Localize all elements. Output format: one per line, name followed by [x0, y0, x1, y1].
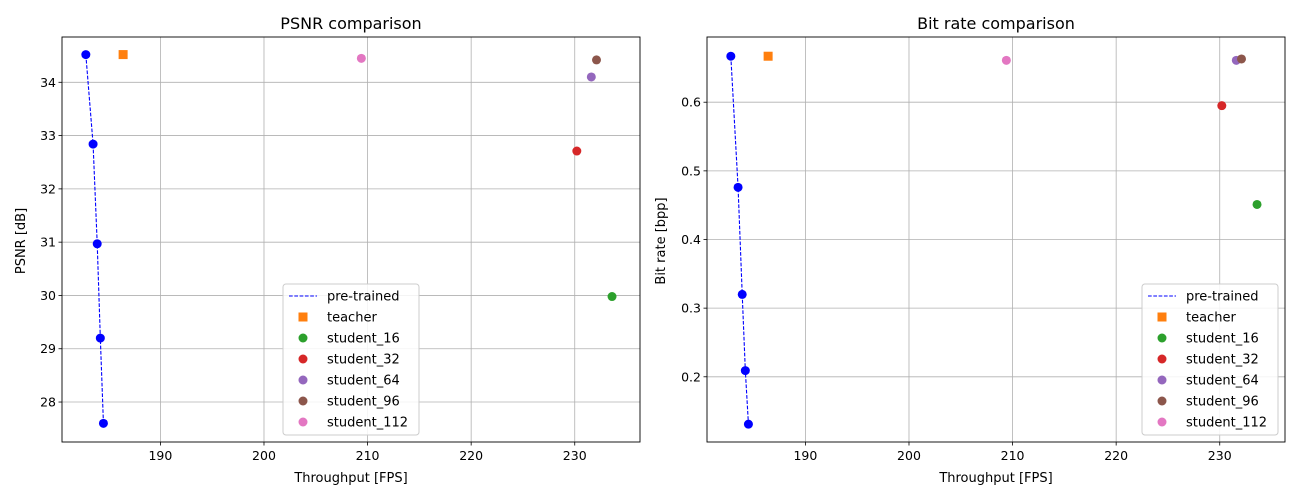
- series-student_16: [1252, 199, 1262, 209]
- y-tick-label: 0.3: [681, 301, 701, 316]
- data-point: [95, 333, 105, 343]
- series-student_32: [572, 146, 582, 156]
- legend-circle-swatch: [298, 375, 308, 385]
- x-tick-label: 190: [793, 448, 817, 463]
- x-tick-label: 210: [356, 448, 380, 463]
- data-point: [763, 51, 773, 61]
- legend-frame: [1141, 283, 1279, 436]
- legend-label: student_32: [1186, 353, 1259, 368]
- legend: pre-trained teacher student_16 student_32st…: [1141, 283, 1279, 436]
- legend-circle-swatch: [298, 417, 308, 427]
- data-point: [88, 139, 98, 149]
- y-tick-label: 0.5: [681, 163, 701, 178]
- legend-label: pre-trained: [327, 290, 400, 305]
- legend-label: student_112: [327, 416, 408, 431]
- y-tick-label: 30: [40, 288, 56, 303]
- y-tick-label: 33: [40, 128, 56, 143]
- legend-square-swatch: [298, 312, 308, 322]
- x-tick-label: 230: [1208, 448, 1232, 463]
- y-tick-label: 29: [40, 341, 56, 356]
- legend-label: student_112: [1186, 416, 1267, 431]
- data-point: [740, 366, 750, 376]
- y-axis-label: PSNR [dB]: [14, 208, 29, 274]
- x-tick-label: 200: [897, 448, 921, 463]
- data-point: [572, 146, 582, 156]
- legend-label: student_16: [1186, 332, 1259, 347]
- series-teacher: [763, 51, 773, 61]
- series-student_96: [1236, 54, 1246, 64]
- legend: pre-trained teacher student_16 student_32st…: [282, 283, 420, 436]
- y-tick-label: 0.6: [681, 95, 701, 110]
- series-line: [85, 54, 104, 424]
- y-tick-label: 0.4: [681, 232, 701, 247]
- data-point: [737, 289, 747, 299]
- data-point: [118, 50, 128, 60]
- series-pre-trained: [81, 50, 108, 428]
- legend-circle-swatch: [298, 396, 308, 406]
- legend-label: teacher: [1186, 311, 1236, 326]
- x-tick-label: 190: [148, 448, 172, 463]
- y-tick-label: 0.2: [681, 369, 701, 384]
- data-point: [591, 55, 601, 65]
- data-point: [1236, 54, 1246, 64]
- x-axis-label: Throughput [FPS]: [938, 471, 1052, 486]
- data-point: [1217, 101, 1227, 111]
- legend-circle-swatch: [1157, 417, 1167, 427]
- legend-label: student_96: [327, 395, 400, 410]
- data-point: [586, 72, 596, 82]
- legend-circle-swatch: [1157, 375, 1167, 385]
- data-point: [81, 50, 91, 60]
- y-tick-label: 32: [40, 181, 56, 196]
- legend-label: student_16: [327, 332, 400, 347]
- series-student_112: [1001, 55, 1011, 65]
- data-point: [1252, 199, 1262, 209]
- data-point: [356, 53, 366, 63]
- legend-circle-swatch: [1157, 396, 1167, 406]
- legend-circle-swatch: [298, 354, 308, 364]
- legend-label: student_64: [1186, 374, 1259, 389]
- series-student_96: [591, 55, 601, 65]
- data-point: [92, 239, 102, 249]
- series-student_64: [586, 72, 596, 82]
- x-tick-label: 200: [252, 448, 276, 463]
- x-tick-label: 220: [459, 448, 483, 463]
- chart-title: PSNR comparison: [280, 14, 421, 33]
- legend-circle-swatch: [1157, 333, 1167, 343]
- data-point: [1001, 55, 1011, 65]
- y-tick-label: 34: [40, 75, 56, 90]
- chart-title: Bit rate comparison: [917, 14, 1075, 33]
- data-point: [743, 419, 753, 429]
- series-student_112: [356, 53, 366, 63]
- x-axis-label: Throughput [FPS]: [293, 471, 407, 486]
- legend-label: student_32: [327, 353, 400, 368]
- legend-circle-swatch: [1157, 354, 1167, 364]
- legend-square-swatch: [1157, 312, 1167, 322]
- axes-frame: [706, 36, 1286, 443]
- legend-frame: [282, 283, 420, 436]
- data-point: [726, 51, 736, 61]
- legend-label: teacher: [327, 311, 377, 326]
- axes-frame: [61, 36, 641, 443]
- data-point: [607, 292, 617, 302]
- x-tick-label: 220: [1104, 448, 1128, 463]
- y-axis-label: Bit rate [bpp]: [654, 197, 669, 284]
- series-pre-trained: [726, 51, 753, 429]
- series-student_16: [607, 292, 617, 302]
- legend-label: student_64: [327, 374, 400, 389]
- legend-label: student_96: [1186, 395, 1259, 410]
- psnr-chart: PSNR comparison Throughput [FPS] PSNR [d…: [14, 14, 641, 486]
- y-tick-label: 28: [40, 395, 56, 410]
- legend-label: pre-trained: [1186, 290, 1259, 305]
- x-tick-label: 230: [563, 448, 587, 463]
- bitrate-chart: Bit rate comparison Throughput [FPS] Bit…: [654, 14, 1286, 486]
- legend-circle-swatch: [298, 333, 308, 343]
- y-tick-label: 31: [40, 235, 56, 250]
- series-line: [730, 56, 749, 425]
- series-teacher: [118, 50, 128, 60]
- x-tick-label: 210: [1001, 448, 1025, 463]
- data-point: [733, 182, 743, 192]
- data-point: [98, 418, 108, 428]
- series-student_32: [1217, 101, 1227, 111]
